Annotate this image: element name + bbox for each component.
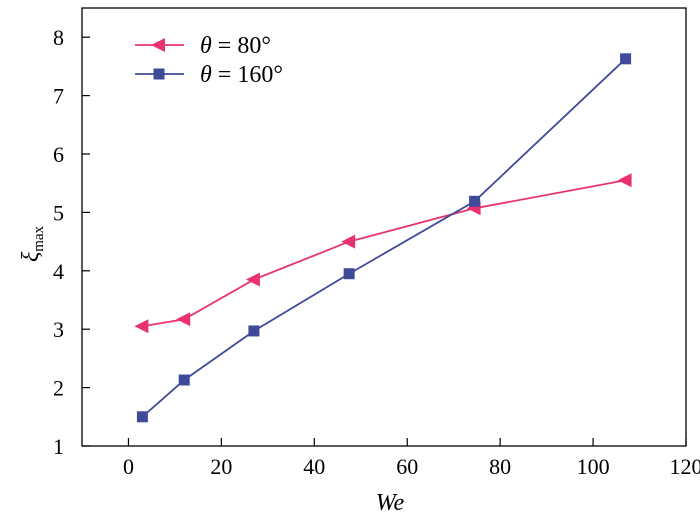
- legend-label-symbol: θ: [200, 33, 212, 59]
- y-axis-title-main: ξ: [18, 251, 44, 262]
- legend-item-theta-80: θ = 80°: [135, 33, 271, 59]
- x-tick-label: 100: [577, 454, 610, 479]
- x-tick-label: 20: [210, 454, 232, 479]
- y-tick-label: 4: [53, 259, 64, 284]
- y-tick-label: 1: [53, 434, 64, 459]
- y-axis-ticks: 1 2 3 4 5 6 7 8: [53, 25, 90, 459]
- legend-label: θ = 160°: [200, 62, 283, 88]
- data-point: [620, 53, 632, 65]
- y-tick-label: 5: [53, 200, 64, 225]
- legend-label-value: = 160°: [212, 62, 283, 88]
- legend-item-theta-160: θ = 160°: [135, 62, 283, 88]
- y-tick-label: 6: [53, 142, 64, 167]
- x-tick-label: 40: [303, 454, 325, 479]
- x-axis-ticks: 0 20 40 60 80 100 120: [123, 438, 700, 479]
- series-line: [142, 179, 626, 328]
- data-point: [469, 195, 481, 207]
- y-axis-title-sub: max: [31, 225, 47, 251]
- plot-border: [81, 7, 687, 447]
- legend-label-value: = 80°: [212, 33, 271, 59]
- y-tick-label: 3: [53, 317, 64, 342]
- legend: θ = 80°θ = 160°: [135, 33, 283, 88]
- series-line: [141, 58, 627, 418]
- y-axis-title: ξmax: [18, 225, 47, 262]
- y-tick-label: 7: [53, 84, 64, 109]
- legend-label: θ = 80°: [200, 33, 271, 59]
- data-point: [245, 272, 260, 287]
- legend-label-symbol: θ: [200, 62, 212, 88]
- data-point: [178, 374, 190, 386]
- x-tick-label: 0: [123, 454, 134, 479]
- legend-marker: [151, 38, 165, 52]
- data-point: [134, 319, 149, 334]
- data-point: [341, 234, 356, 249]
- plot-frame: [81, 7, 687, 447]
- y-tick-label: 2: [53, 376, 64, 401]
- y-tick-label: 8: [53, 25, 64, 50]
- legend-marker: [153, 68, 165, 80]
- data-point: [136, 411, 148, 423]
- data-point: [248, 325, 260, 337]
- x-tick-label: 60: [396, 454, 418, 479]
- data-point: [617, 173, 632, 188]
- data-point: [176, 312, 191, 327]
- series-layer: [134, 53, 632, 423]
- x-tick-label: 80: [489, 454, 511, 479]
- x-axis-title: We: [376, 490, 405, 516]
- data-point: [343, 268, 355, 280]
- x-tick-label: 120: [670, 454, 700, 479]
- series-theta-160: [136, 53, 632, 423]
